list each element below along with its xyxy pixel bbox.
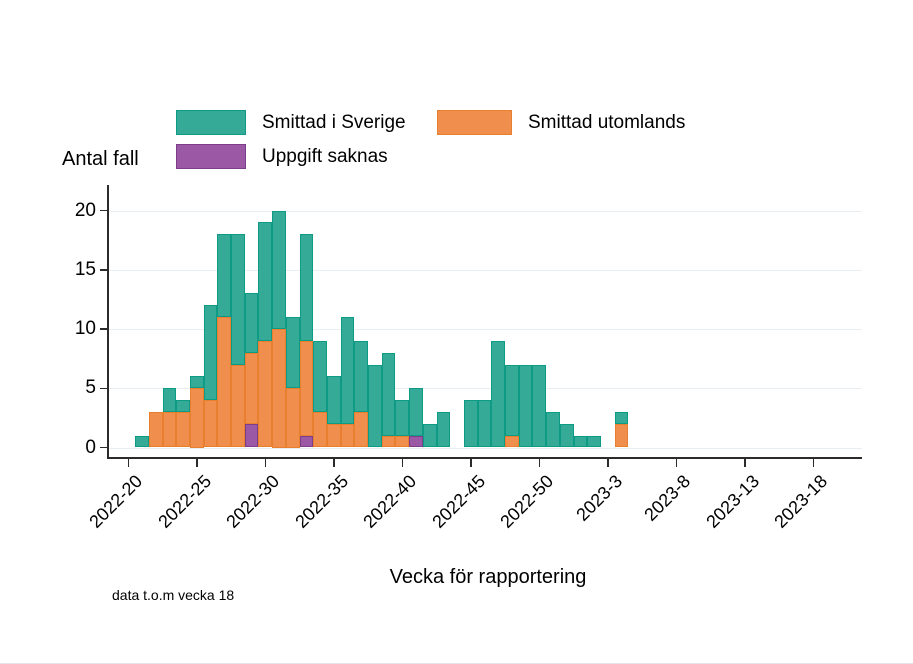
x-axis-tick xyxy=(470,458,472,467)
bar-segment xyxy=(436,411,451,448)
bar-segment xyxy=(176,400,190,412)
x-axis-tick xyxy=(675,458,678,467)
bar-segment xyxy=(395,400,410,436)
y-axis-tick xyxy=(100,446,107,449)
bar-segment xyxy=(546,411,560,448)
bar-segment xyxy=(381,435,396,448)
gridline-y-15 xyxy=(108,269,862,271)
legend-swatch-sverige xyxy=(176,110,246,135)
chart-note: data t.o.m vecka 18 xyxy=(112,587,235,603)
x-axis-tick xyxy=(333,458,335,467)
x-axis-tick xyxy=(812,458,815,467)
x-axis-tick xyxy=(401,458,404,467)
bar-segment xyxy=(217,317,232,448)
y-tick-label: 5 xyxy=(85,377,96,399)
bar-segment xyxy=(477,400,492,448)
bar-segment xyxy=(409,435,423,448)
bar-segment xyxy=(354,340,369,412)
legend-item-smittad-utomlands: Smittad utomlands xyxy=(437,110,685,135)
legend-item-uppgift-saknas: Uppgift saknas xyxy=(176,144,388,169)
bar-segment xyxy=(340,423,355,448)
bar-segment xyxy=(299,340,314,436)
bar-segment xyxy=(395,435,410,448)
x-axis-tick xyxy=(744,458,746,467)
bar-segment xyxy=(422,423,437,448)
bar-segment xyxy=(518,364,533,448)
x-axis-tick xyxy=(196,458,198,467)
bar-segment xyxy=(272,329,286,448)
x-axis-tick xyxy=(538,458,541,467)
bar-segment xyxy=(162,411,177,448)
y-tick-label: 15 xyxy=(74,258,96,280)
bar-segment xyxy=(505,435,519,448)
x-axis-tick xyxy=(264,458,267,467)
gridline-y-20 xyxy=(108,210,862,212)
bar-segment xyxy=(368,364,382,448)
bar-segment xyxy=(313,411,327,448)
bar-segment xyxy=(244,293,259,353)
y-tick-label: 10 xyxy=(74,318,96,339)
y-axis-tick xyxy=(100,387,107,389)
bar-segment xyxy=(176,411,190,448)
bar-segment xyxy=(162,388,177,412)
bar-segment xyxy=(189,376,204,389)
x-axis-line xyxy=(107,457,862,459)
gridline-y-5 xyxy=(108,388,862,390)
bar-segment xyxy=(258,340,273,448)
y-axis-line xyxy=(107,185,109,458)
bar-segment xyxy=(573,435,588,448)
bar-segment xyxy=(381,352,396,436)
legend-label: Smittad i Sverige xyxy=(262,112,406,133)
bar-segment xyxy=(587,435,601,448)
gridline-y-10 xyxy=(108,329,862,330)
x-axis-tick xyxy=(127,458,130,467)
bar-segment xyxy=(217,234,232,318)
bar-segment xyxy=(203,305,218,401)
bar-segment xyxy=(258,222,273,341)
legend-label: Smittad utomlands xyxy=(528,112,686,133)
y-axis-tick xyxy=(100,328,107,330)
bar-segment xyxy=(231,364,245,448)
bar-segment xyxy=(299,435,314,448)
legend-swatch-utomlands xyxy=(437,110,512,135)
bar-segment xyxy=(313,340,327,412)
bar-segment xyxy=(505,364,519,436)
bar-segment xyxy=(135,435,149,448)
bar-segment xyxy=(244,423,259,448)
bar-segment xyxy=(244,352,259,424)
y-axis-title: Antal fall xyxy=(62,148,139,170)
bar-segment xyxy=(326,376,341,424)
legend-item-smittad-i-sverige: Smittad i Sverige xyxy=(176,110,406,135)
bar-segment xyxy=(148,411,163,448)
bar-segment xyxy=(532,364,547,448)
bar-segment xyxy=(354,411,369,448)
bar-segment xyxy=(285,388,300,448)
bar-segment xyxy=(614,411,629,424)
bar-segment xyxy=(491,340,506,448)
y-tick-label: 0 xyxy=(85,436,96,458)
bar-segment xyxy=(409,388,423,436)
y-tick-label: 20 xyxy=(74,199,96,221)
bar-segment xyxy=(299,234,314,341)
y-axis-tick xyxy=(100,209,107,212)
bar-segment xyxy=(326,423,341,448)
y-axis-tick xyxy=(100,269,107,271)
bar-segment xyxy=(272,210,286,329)
legend-swatch-saknas xyxy=(176,144,246,169)
bar-segment xyxy=(203,400,218,448)
bar-segment xyxy=(285,317,300,389)
bar-segment xyxy=(231,234,245,365)
bar-segment xyxy=(189,388,204,448)
bar-segment xyxy=(340,317,355,424)
x-axis-tick xyxy=(607,458,609,467)
x-axis-title: Vecka för rapportering xyxy=(389,566,587,588)
gridline-y-0 xyxy=(108,447,862,449)
bar-segment xyxy=(559,423,574,448)
bar-segment xyxy=(463,400,478,448)
legend-label: Uppgift saknas xyxy=(262,146,388,167)
bar-segment xyxy=(614,423,629,448)
